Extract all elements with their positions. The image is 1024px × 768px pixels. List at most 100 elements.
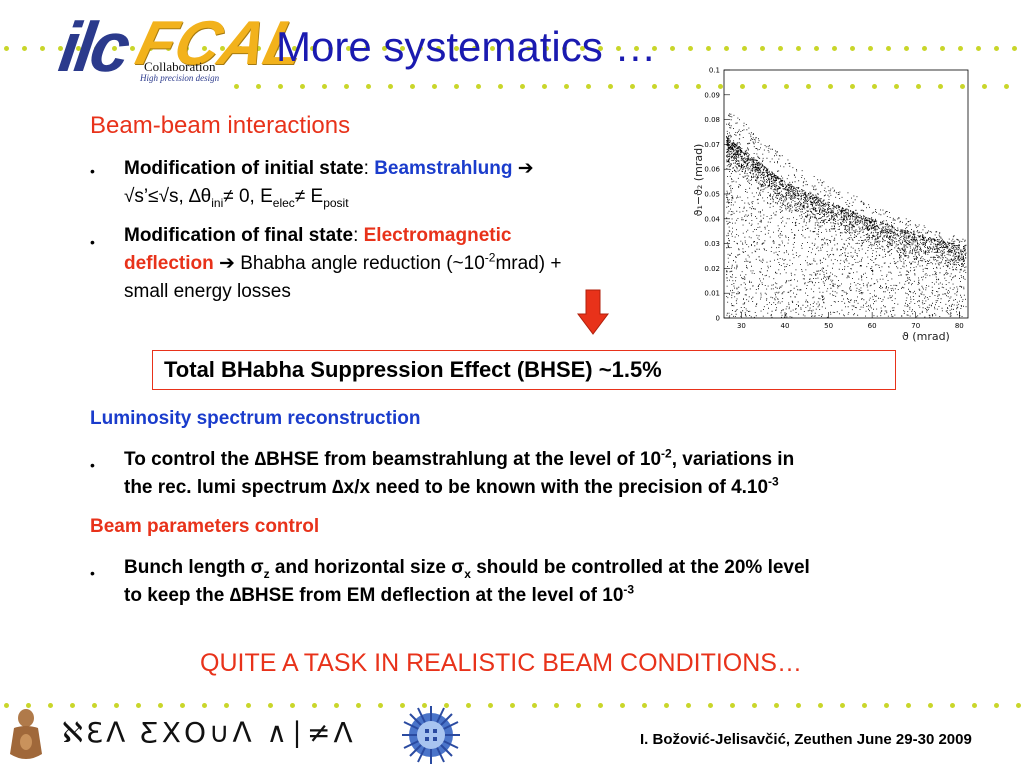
decor-dot — [22, 46, 27, 51]
decor-dot — [454, 84, 459, 89]
bullet-lumi-c: the rec. lumi spectrum ∆x/x need to be k… — [124, 477, 769, 498]
decor-dot — [422, 703, 427, 708]
decor-dot — [246, 703, 251, 708]
y-axis-label: ϑ₁−ϑ₂ (mrad) — [692, 144, 705, 217]
decor-dot — [778, 46, 783, 51]
decor-dot — [466, 703, 471, 708]
decor-dot — [832, 46, 837, 51]
bullet-final-state: Modification of final state: Electromagn… — [124, 222, 684, 306]
bullet-lumi: To control the ∆BHSE from beamstrahlung … — [124, 446, 1004, 502]
detector-emblem-icon — [402, 706, 460, 764]
ilc-fcal-logo: ilc FCAL Collaboration High precision de… — [55, 2, 313, 92]
decor-dot — [220, 46, 225, 51]
logo-tagline: High precision design — [140, 73, 220, 83]
decor-dot — [862, 703, 867, 708]
decor-dot — [92, 703, 97, 708]
y-tick-label: 0.04 — [704, 215, 720, 223]
beamstrahlung-highlight: Beamstrahlung — [374, 158, 513, 179]
decor-dot — [928, 703, 933, 708]
decor-dot — [906, 703, 911, 708]
decor-dot — [4, 703, 9, 708]
decor-dot — [544, 46, 549, 51]
bhse-callout-text: Total BHabha Suppression Effect (BHSE) ~… — [164, 357, 662, 382]
decor-dot — [608, 84, 613, 89]
decor-dot — [4, 46, 9, 51]
decor-dot — [724, 46, 729, 51]
y-tick-label: 0.06 — [704, 166, 720, 174]
decor-dot — [796, 703, 801, 708]
footer-handwritten-text: ℵƐᐱ ƸΧО∪ᐱ ∧∣≠Λ — [62, 716, 356, 749]
decor-dot — [498, 84, 503, 89]
decor-dot — [620, 703, 625, 708]
colon: : — [363, 158, 375, 179]
sup-minus2: -2 — [661, 446, 672, 461]
logo-collaboration-text: Collaboration — [144, 59, 216, 74]
x-axis-label: ϑ (mrad) — [902, 330, 950, 343]
decor-dot — [238, 46, 243, 51]
decor-dot — [806, 84, 811, 89]
decor-dot — [972, 703, 977, 708]
y-tick-label: 0.02 — [704, 265, 720, 273]
decor-dot — [542, 84, 547, 89]
decor-dot — [344, 84, 349, 89]
bullet-initial-state-formula-c: ≠ E — [294, 186, 324, 207]
decor-dot — [706, 46, 711, 51]
bullet-initial-state-formula-a: √s’≤√s, ∆θ — [124, 186, 212, 207]
scatter-point-cloud — [726, 113, 967, 318]
arrow-icon: ➔ — [517, 158, 534, 179]
decorative-dots-bottom — [0, 703, 1024, 709]
decor-dot — [378, 703, 383, 708]
decor-dot — [70, 703, 75, 708]
decor-dot — [520, 84, 525, 89]
decor-dot — [444, 703, 449, 708]
decor-dot — [950, 703, 955, 708]
decor-dot — [410, 84, 415, 89]
down-arrow-icon — [577, 289, 609, 335]
bhabha-text-line3: small energy losses — [124, 281, 291, 302]
decor-dot — [40, 46, 45, 51]
colon: : — [353, 225, 364, 246]
decor-dot — [868, 46, 873, 51]
decor-dot — [886, 46, 891, 51]
decor-dot — [256, 46, 261, 51]
bhabha-text-a: Bhabha angle reduction (~10 — [234, 253, 485, 274]
decor-dot — [202, 46, 207, 51]
decor-dot — [652, 46, 657, 51]
decor-dot — [598, 703, 603, 708]
decor-dot — [904, 46, 909, 51]
decor-dot — [642, 703, 647, 708]
decor-dot — [828, 84, 833, 89]
y-tick-label: 0.05 — [704, 191, 720, 199]
bullet-params-d: to keep the ∆BHSE from EM deflection at … — [124, 585, 624, 606]
decor-dot — [94, 46, 99, 51]
decor-dot — [814, 46, 819, 51]
decor-dot — [292, 46, 297, 51]
decor-dot — [576, 703, 581, 708]
slide-title: More systematics … — [276, 23, 657, 70]
x-tick-label: 60 — [868, 322, 877, 330]
decor-dot — [774, 703, 779, 708]
bullet-params-c: should be controlled at the 20% level — [470, 557, 810, 578]
decor-dot — [564, 84, 569, 89]
decor-dot — [300, 84, 305, 89]
decor-dot — [48, 703, 53, 708]
sup-minus2: -2 — [484, 250, 496, 265]
bhabha-text-b: mrad) + — [495, 253, 562, 274]
decor-dot — [784, 84, 789, 89]
arrow-icon: ➔ — [219, 253, 235, 274]
decor-dot — [234, 84, 239, 89]
decor-dot — [718, 84, 723, 89]
section-heading-beam-parameters: Beam parameters control — [90, 516, 320, 537]
figurine-icon — [10, 709, 42, 759]
decor-dot — [346, 46, 351, 51]
decor-dot — [114, 703, 119, 708]
decor-dot — [796, 46, 801, 51]
decor-dot — [136, 703, 141, 708]
decor-dot — [130, 46, 135, 51]
section-heading-beam-beam: Beam-beam interactions — [90, 112, 351, 139]
bullet-marker: • — [90, 234, 95, 250]
decor-dot — [274, 46, 279, 51]
decor-dot — [940, 46, 945, 51]
decor-dot — [166, 46, 171, 51]
decorative-dots-header — [230, 84, 1024, 90]
